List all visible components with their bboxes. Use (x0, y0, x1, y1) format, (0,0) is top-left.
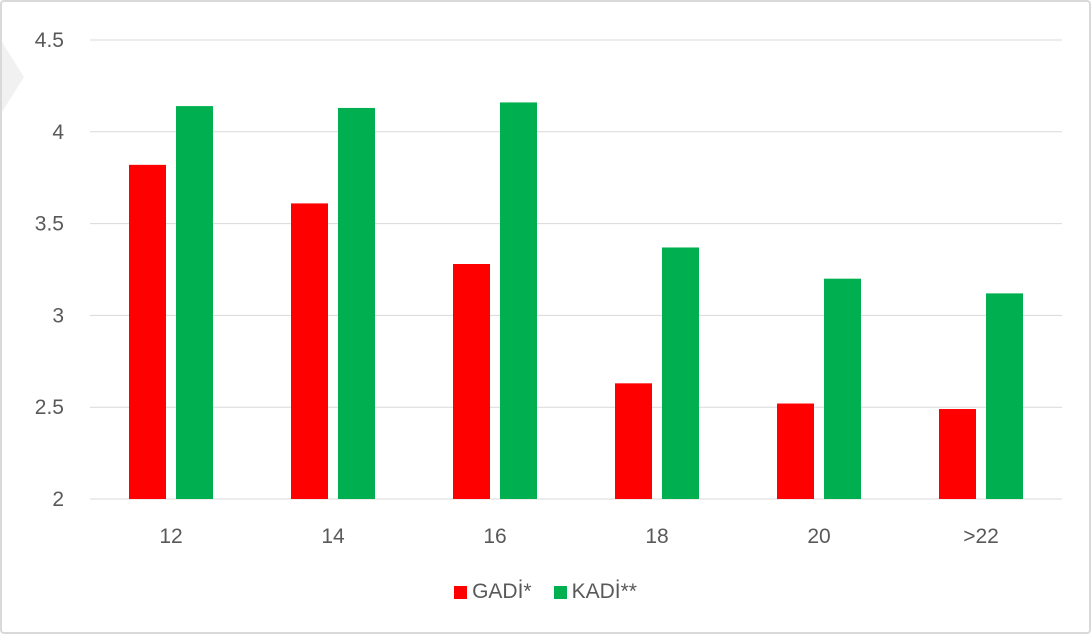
x-tick-label: 18 (645, 525, 668, 548)
y-tick-label: 3 (52, 304, 64, 327)
legend: GADİ* KADİ** (2, 580, 1089, 604)
x-tick-label: 20 (807, 525, 830, 548)
bar-kadi (500, 102, 537, 499)
legend-label-kadi: KADİ** (571, 580, 637, 603)
bar-gadi (129, 164, 166, 499)
bar-kadi (662, 247, 699, 499)
legend-item-gadi: GADİ* (454, 580, 532, 604)
bar-kadi (824, 278, 861, 499)
bar-gadi (615, 383, 652, 499)
bar-kadi (338, 107, 375, 499)
y-tick-label: 3.5 (35, 213, 64, 236)
y-tick-label: 2 (52, 488, 64, 511)
bar-gadi (291, 203, 328, 500)
bar-kadi (176, 106, 213, 499)
bar-gadi (939, 409, 976, 499)
x-tick-label: 16 (483, 525, 506, 548)
bar-gadi (453, 263, 490, 499)
bar-kadi (986, 293, 1023, 499)
legend-label-gadi: GADİ* (472, 580, 532, 603)
legend-swatch-kadi (553, 585, 567, 599)
legend-swatch-gadi (454, 585, 468, 599)
x-tick-label: 14 (321, 525, 345, 548)
x-tick-label: >22 (963, 525, 999, 548)
legend-item-kadi: KADİ** (553, 580, 637, 604)
y-tick-label: 4.5 (35, 29, 64, 52)
x-tick-label: 12 (159, 525, 182, 548)
y-tick-label: 2.5 (35, 396, 64, 419)
y-tick-label: 4 (52, 121, 64, 144)
bar-gadi (777, 403, 814, 499)
